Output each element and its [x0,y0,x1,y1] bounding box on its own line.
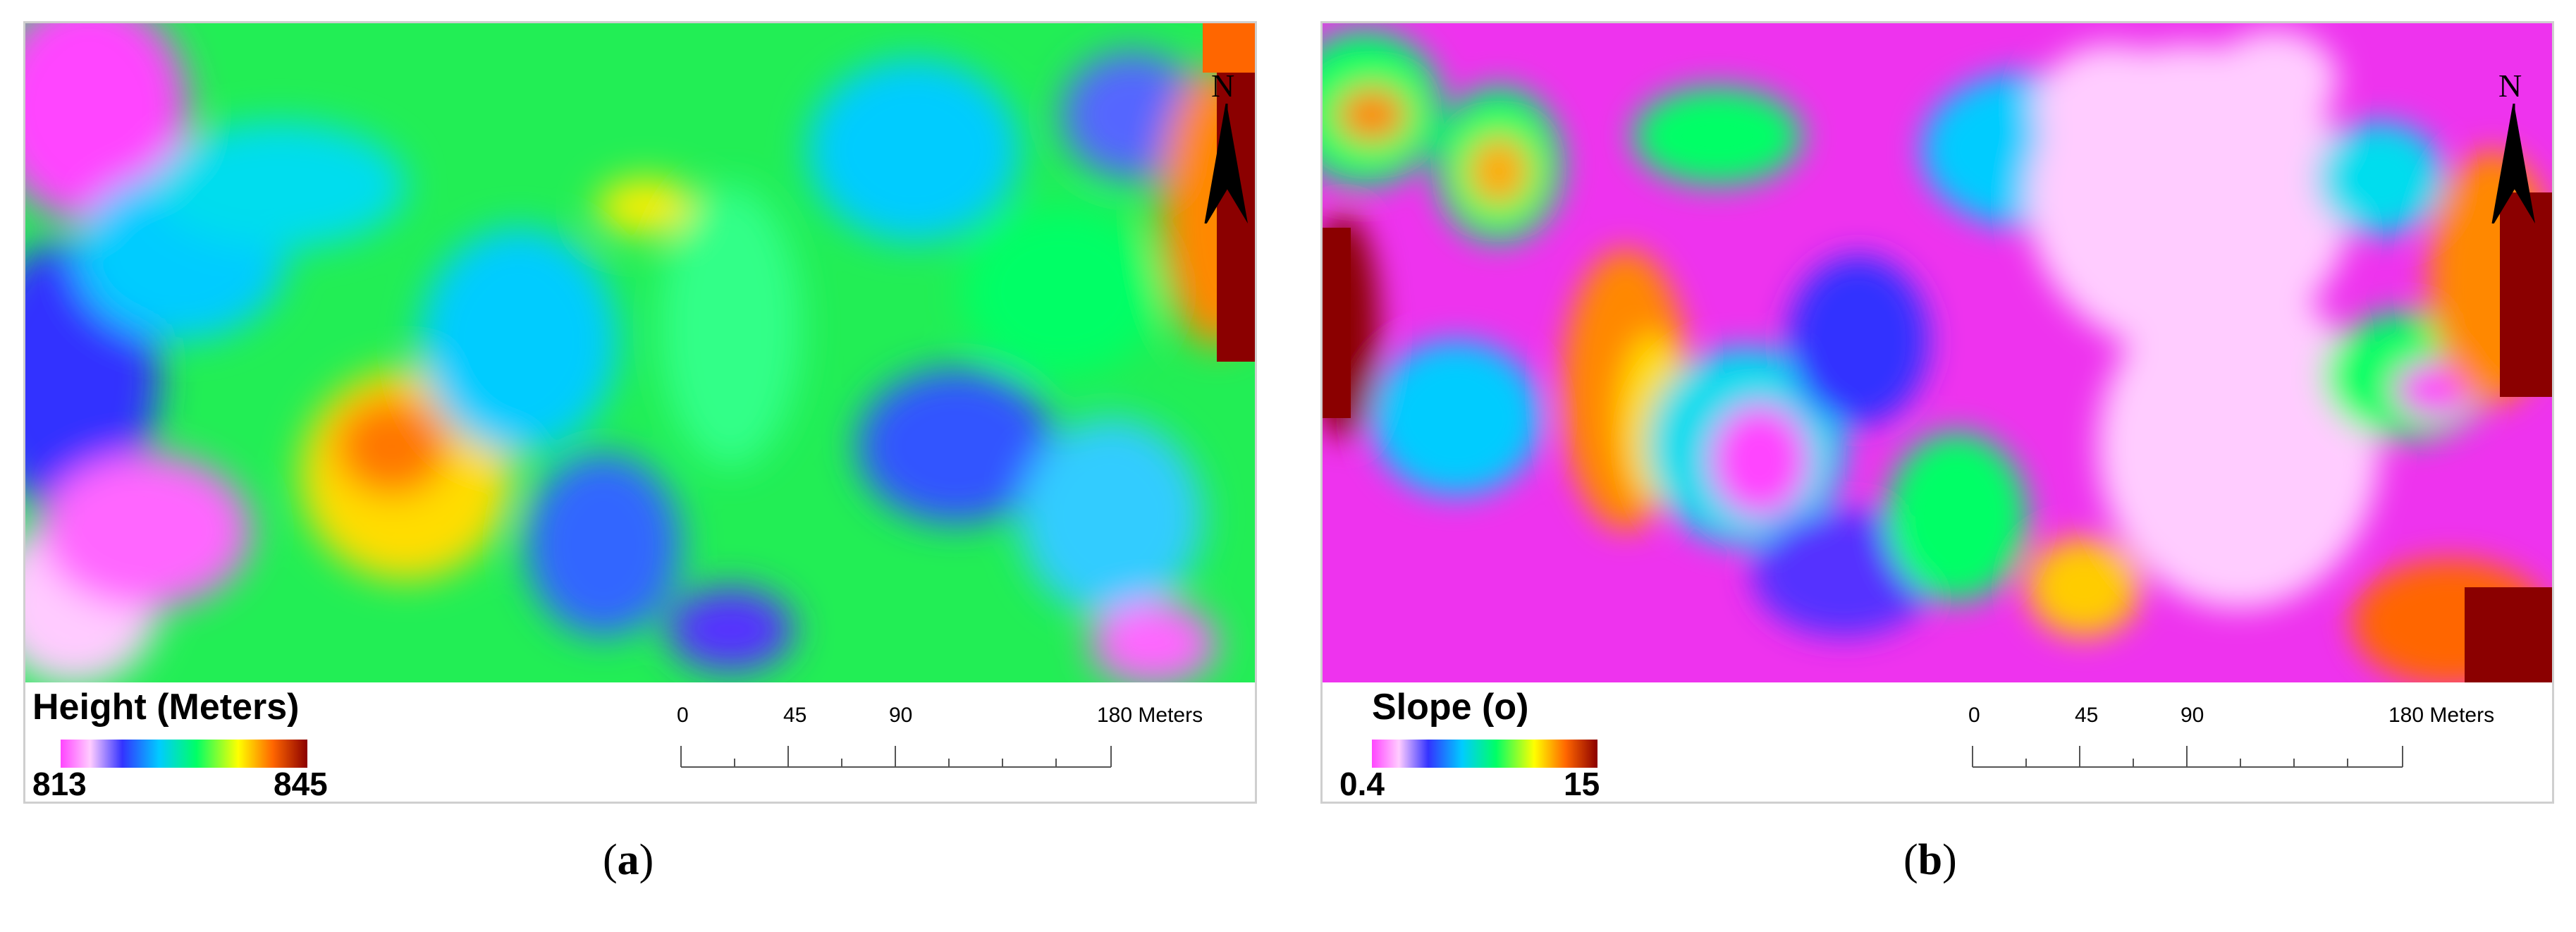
scale-label-45: 45 [2075,704,2099,727]
caption-a-label: a [617,836,639,884]
legend-min-value: 813 [32,766,87,802]
scale-label-0: 0 [677,704,689,727]
scale-label-180: 180 Meters [1097,704,1203,727]
slope-raster-map [1323,23,2552,682]
scale-label-45: 45 [783,704,807,727]
north-label: N [1211,68,1235,104]
scale-label-180: 180 Meters [2388,704,2495,727]
scale-bar: 0 45 90 180 Meters [674,704,1210,781]
caption-open: ( [603,836,618,884]
legend-title: Slope (o) [1372,687,1529,728]
legend-max-value: 15 [1564,766,1600,802]
scale-bar-ticks [680,746,1112,768]
legend-max-value: 845 [274,766,328,802]
caption-b-label: b [1918,836,1943,884]
height-legend: Height (Meters) 813 845 [32,686,427,802]
caption-a: (a) [603,835,654,885]
caption-open: ( [1903,836,1918,884]
legend-color-ramp [1372,740,1597,768]
north-arrow-icon [1204,104,1248,223]
scale-label-90: 90 [889,704,913,727]
scale-bar: 0 45 90 180 Meters [1965,704,2501,781]
legend-min-value: 0.4 [1339,766,1385,802]
legend-color-ramp [61,740,307,768]
north-arrow: N [1198,67,1255,229]
scale-label-90: 90 [2181,704,2204,727]
caption-close: ) [1942,836,1957,884]
scale-bar-ticks [1972,746,2403,768]
height-raster-map [25,23,1255,682]
north-arrow: N [2486,67,2542,229]
north-arrow-icon [2491,104,2535,223]
slope-legend: Slope (o) 0.4 15 [1330,686,1724,802]
north-label: N [2498,68,2522,104]
height-map-panel: N Height (Meters) 813 [23,21,1257,804]
scale-label-0: 0 [1968,704,1980,727]
caption-close: ) [639,836,654,884]
slope-map-panel: N Slope (o) 0.4 15 [1320,21,2554,804]
caption-b: (b) [1903,835,1957,885]
legend-title: Height (Meters) [32,687,300,728]
